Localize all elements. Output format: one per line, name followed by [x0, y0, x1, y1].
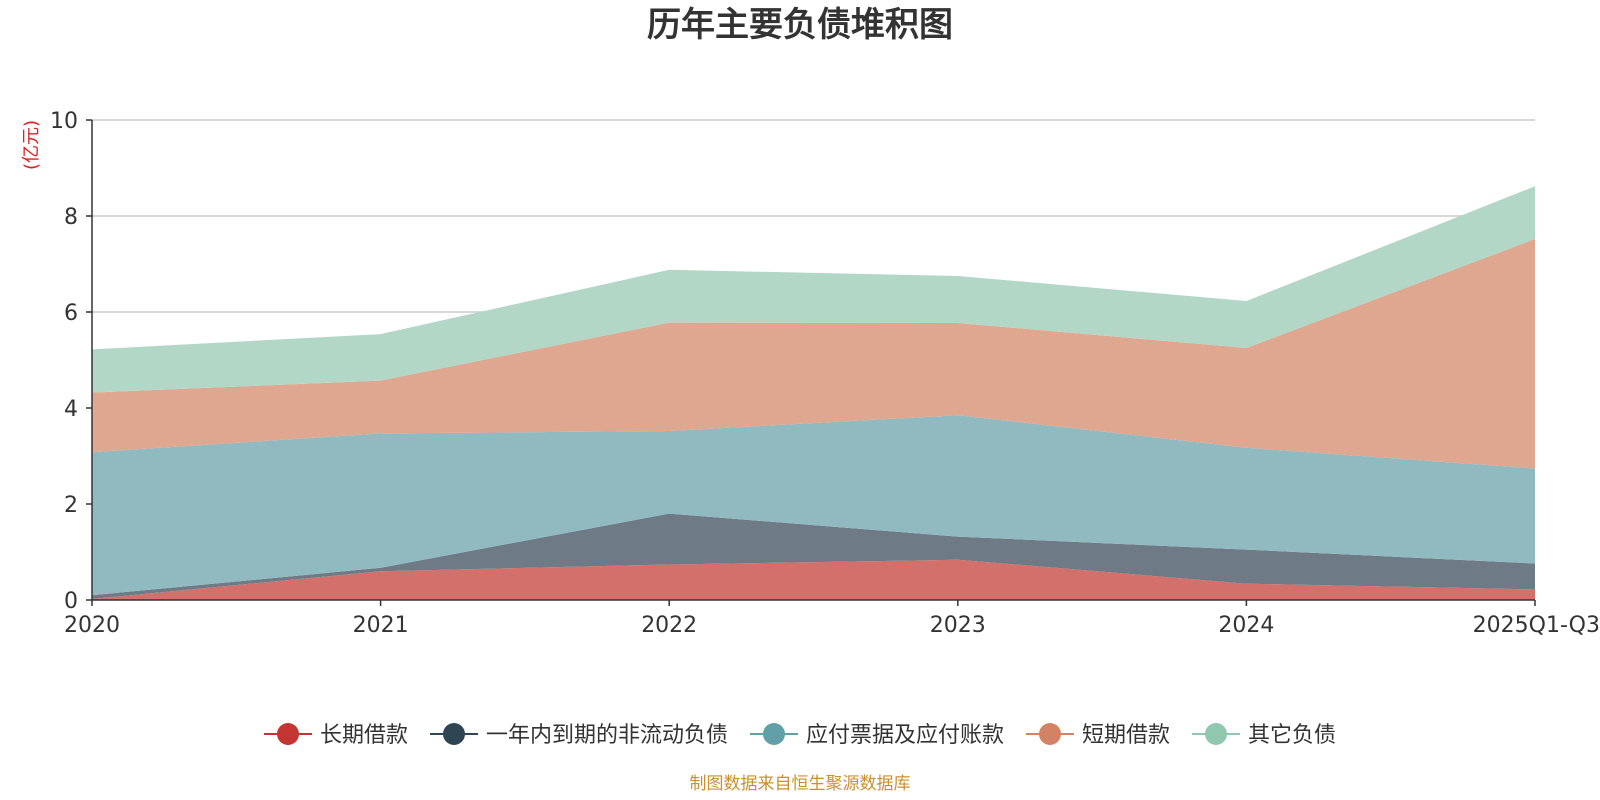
y-tick-label-5: 10: [50, 109, 78, 134]
y-axis-unit-label: (亿元): [21, 120, 42, 170]
legend-marker-3: [1039, 723, 1061, 745]
legend-label-4: 其它负债: [1248, 723, 1336, 748]
x-tick-label-1: 2021: [353, 613, 409, 638]
legend-marker-2: [763, 723, 785, 745]
legend-item-4[interactable]: 其它负债: [1192, 723, 1336, 748]
source-note: 制图数据来自恒生聚源数据库: [690, 774, 911, 794]
legend-item-0[interactable]: 长期借款: [264, 723, 408, 748]
x-tick-label-4: 2024: [1218, 613, 1274, 638]
legend-marker-0: [277, 723, 299, 745]
area-series-0[interactable]: [92, 559, 1535, 600]
legend-label-3: 短期借款: [1082, 723, 1170, 748]
y-tick-label-3: 6: [64, 301, 78, 326]
legend-marker-4: [1205, 723, 1227, 745]
chart-title: 历年主要负债堆积图: [647, 5, 953, 45]
legend-label-0: 长期借款: [320, 723, 408, 748]
legend-item-1[interactable]: 一年内到期的非流动负债: [430, 723, 728, 748]
legend-item-3[interactable]: 短期借款: [1026, 723, 1170, 748]
x-tick-label-3: 2023: [930, 613, 986, 638]
legend[interactable]: 长期借款 一年内到期的非流动负债 应付票据及应付账款 短期借款 其它负债: [264, 723, 1336, 748]
legend-marker-1: [443, 723, 465, 745]
legend-label-1: 一年内到期的非流动负债: [486, 723, 728, 748]
legend-label-2: 应付票据及应付账款: [806, 723, 1004, 748]
legend-item-2[interactable]: 应付票据及应付账款: [750, 723, 1004, 748]
area-series-1[interactable]: [92, 513, 1535, 599]
area-series-4[interactable]: [92, 186, 1535, 393]
y-tick-label-4: 8: [64, 205, 78, 230]
y-tick-label-1: 2: [64, 493, 78, 518]
x-tick-label-2: 2022: [641, 613, 697, 638]
area-series-3[interactable]: [92, 239, 1535, 469]
y-tick-label-2: 4: [64, 397, 78, 422]
x-tick-label-5: 2025Q1-Q3: [1473, 613, 1600, 638]
y-tick-label-0: 0: [64, 589, 78, 614]
area-series-2[interactable]: [92, 415, 1535, 596]
x-tick-label-0: 2020: [64, 613, 120, 638]
axes: 0 2 4 6 8 10 2020 2021 2022 2023 2024 2025Q1-Q3: [50, 109, 1600, 638]
area-series: [92, 186, 1535, 600]
